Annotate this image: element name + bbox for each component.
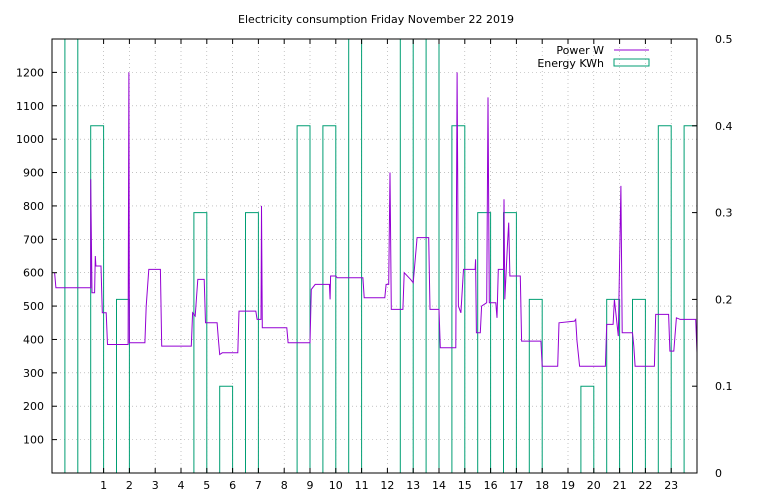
energy-bar <box>399 38 414 473</box>
y2-tick-label: 0.2 <box>715 293 733 306</box>
energy-bar <box>477 212 492 473</box>
legend-label-energy: Energy KWh <box>537 57 604 70</box>
x-tick-label: 14 <box>432 479 446 492</box>
plot-border <box>51 38 698 474</box>
energy-bar <box>116 298 130 473</box>
energy-bar <box>451 125 466 473</box>
energy-bar <box>528 298 543 473</box>
x-tick-label: 11 <box>355 479 369 492</box>
y-tick-label: 1200 <box>16 66 44 79</box>
y-tick-label: 900 <box>23 167 44 180</box>
x-tick-label: 6 <box>229 479 236 492</box>
energy-bar <box>296 125 311 473</box>
chart-title: Electricity consumption Friday November … <box>238 13 514 26</box>
x-tick-label: 15 <box>458 479 472 492</box>
y-tick-label: 1100 <box>16 100 44 113</box>
y-tick-label: 300 <box>23 367 44 380</box>
energy-bar <box>193 212 208 473</box>
y-tick-label: 800 <box>23 200 44 213</box>
legend-label-power: Power W <box>556 44 604 57</box>
y-tick-label: 100 <box>23 434 44 447</box>
x-tick-label: 7 <box>255 479 262 492</box>
x-tick-label: 13 <box>406 479 420 492</box>
y2-tick-label: 0.3 <box>715 207 733 220</box>
x-tick-label: 12 <box>380 479 394 492</box>
y-tick-label: 700 <box>23 233 44 246</box>
x-tick-label: 9 <box>307 479 314 492</box>
grid-layer <box>52 39 697 473</box>
y2-tick-label: 0.1 <box>715 380 733 393</box>
energy-bar <box>90 125 105 473</box>
y2-tick-label: 0.5 <box>715 33 733 46</box>
y-tick-label: 200 <box>23 400 44 413</box>
x-tick-label: 3 <box>152 479 159 492</box>
power-line <box>54 72 698 367</box>
energy-bar <box>245 212 259 473</box>
x-tick-label: 17 <box>509 479 523 492</box>
x-tick-label: 23 <box>664 479 678 492</box>
y-tick-label: 500 <box>23 300 44 313</box>
x-tick-label: 2 <box>126 479 133 492</box>
x-tick-label: 21 <box>613 479 627 492</box>
energy-bar <box>348 38 363 473</box>
x-tick-label: 10 <box>329 479 343 492</box>
x-tick-label: 4 <box>178 479 185 492</box>
energy-series <box>64 38 698 473</box>
y2-tick-label: 0.4 <box>715 120 733 133</box>
y-tick-label: 1000 <box>16 133 44 146</box>
energy-bar <box>64 38 79 473</box>
x-tick-label: 1 <box>100 479 107 492</box>
x-tick-label: 16 <box>484 479 498 492</box>
energy-bar <box>503 212 517 473</box>
energy-bar <box>632 298 646 473</box>
y-tick-label: 400 <box>23 333 44 346</box>
axes-layer: 1 2 3 4 5 6 7 8 9 10 11 12 13 14 15 16 17 18 19 20 21 22 23100… <box>16 33 733 492</box>
legend-swatch-energy <box>613 58 650 67</box>
x-tick-label: 19 <box>561 479 575 492</box>
y-tick-label: 600 <box>23 267 44 280</box>
power-series <box>54 72 698 367</box>
energy-bar <box>425 38 440 473</box>
energy-bar <box>657 125 672 473</box>
x-tick-label: 22 <box>638 479 652 492</box>
energy-bar <box>322 125 337 473</box>
energy-bar <box>606 298 621 473</box>
energy-bar <box>580 385 595 473</box>
x-tick-label: 5 <box>203 479 210 492</box>
x-tick-label: 20 <box>587 479 601 492</box>
y2-tick-label: 0 <box>715 467 722 480</box>
x-tick-label: 8 <box>281 479 288 492</box>
x-tick-label: 18 <box>535 479 549 492</box>
energy-bar <box>219 385 234 473</box>
